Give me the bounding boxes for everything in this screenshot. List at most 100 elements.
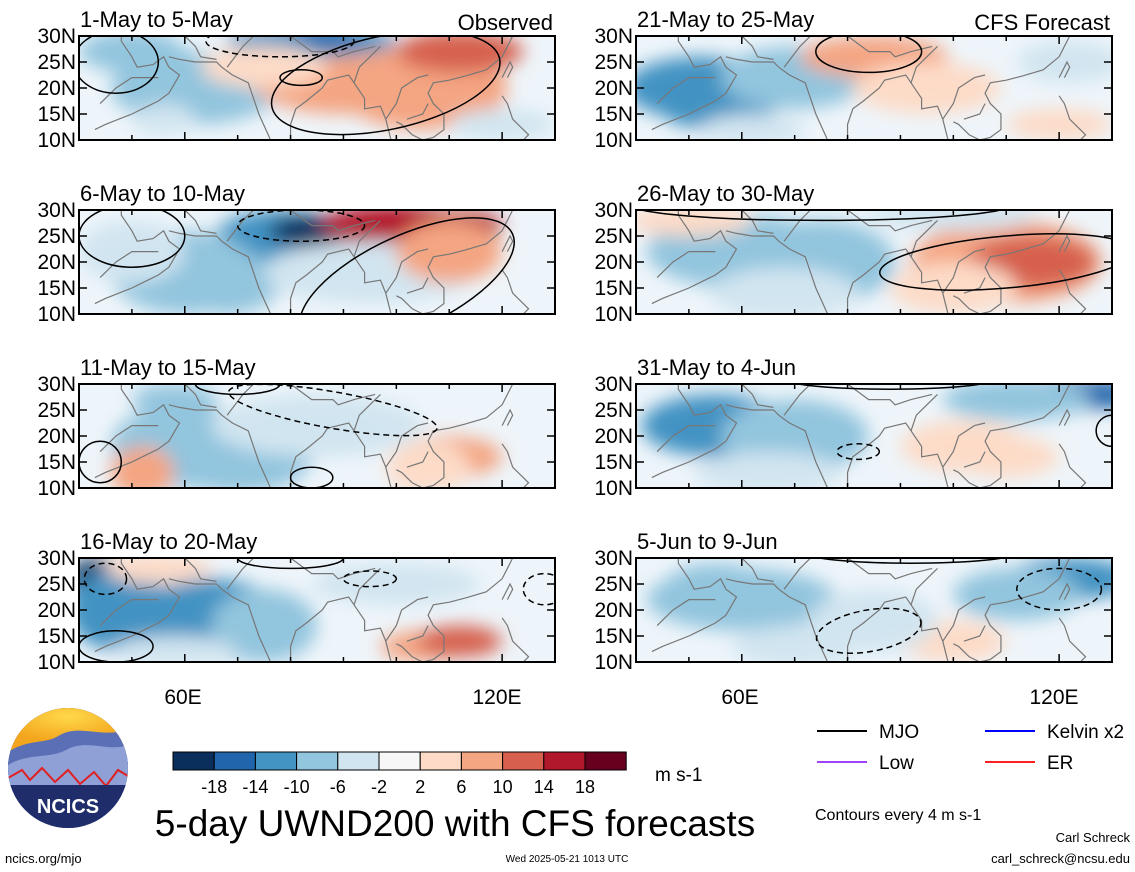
contour-line (205, 36, 355, 58)
lat-tick-label: 15N (594, 277, 633, 300)
field-anomaly (852, 62, 1001, 114)
chart-title: 5-day UWND200 with CFS forecasts (155, 803, 755, 844)
colorbar-swatch (172, 751, 215, 771)
field-anomaly (110, 446, 175, 488)
lat-tick-label: 30N (37, 373, 76, 396)
field-anomaly (953, 568, 1081, 621)
contour-line (79, 440, 123, 484)
contour-line (79, 210, 186, 268)
panel-title: 31-May to 4-Jun (637, 355, 796, 380)
contour-line (815, 607, 922, 654)
axis-ticks (636, 383, 1112, 489)
site-link[interactable]: ncics.org/mjo (5, 851, 82, 866)
contour-line (79, 630, 154, 662)
colorbar-swatch (378, 751, 421, 771)
colorbar-tick-label: -18 (201, 777, 227, 797)
field-anomaly (174, 251, 280, 314)
contour-line (794, 384, 986, 390)
field-anomaly (636, 210, 753, 236)
units-label: m s-1 (655, 765, 703, 786)
contour-line (298, 217, 515, 314)
panel-tag: CFS Forecast (974, 10, 1110, 35)
lat-tick-label: 15N (594, 103, 633, 126)
colorbar-swatch (213, 751, 256, 771)
field-anomaly (396, 220, 503, 283)
mjo-contours (815, 36, 923, 74)
colorbar-tick-label: -2 (371, 777, 387, 797)
panel-tag: Observed (458, 10, 553, 35)
colorbar-tick-label: -10 (284, 777, 310, 797)
colorbar-tick-label: 2 (415, 777, 425, 797)
coastlines (651, 384, 1087, 488)
colorbar-tick-label: 10 (493, 777, 513, 797)
field-anomaly (110, 636, 238, 662)
lat-tick-label: 15N (594, 625, 633, 648)
colorbar-swatch (502, 751, 545, 771)
lat-tick-label: 10N (594, 477, 633, 500)
field-anomaly (131, 384, 217, 416)
field-anomaly (953, 436, 1060, 478)
field-anomaly (385, 441, 471, 488)
axis-ticks (79, 35, 555, 141)
ncics-logo: NCICS (8, 708, 128, 828)
field-anomaly (699, 114, 806, 140)
lat-tick-label: 20N (594, 77, 633, 100)
lat-tick-label: 25N (594, 399, 633, 422)
field-anomaly (449, 108, 555, 140)
panel-title: 1-May to 5-May (80, 7, 233, 32)
lat-tick-label: 20N (37, 425, 76, 448)
contour-line (638, 210, 1004, 222)
lat-tick-label: 25N (594, 225, 633, 248)
field-anomaly (396, 36, 524, 73)
lat-tick-label: 30N (594, 25, 633, 48)
axis-ticks (636, 209, 1112, 315)
lat-tick-label: 15N (37, 103, 76, 126)
panel-title: 26-May to 30-May (637, 181, 814, 206)
lat-tick-label: 15N (37, 625, 76, 648)
field-anomaly (662, 563, 769, 616)
lat-tick-label: 15N (37, 451, 76, 474)
field-anomaly (868, 210, 1038, 231)
lat-tick-label: 10N (594, 303, 633, 326)
field-anomaly (731, 625, 859, 662)
colorbar-tick-label: 18 (575, 777, 595, 797)
lat-tick-label: 10N (594, 651, 633, 674)
lat-tick-label: 15N (37, 277, 76, 300)
lat-tick-label: 10N (37, 651, 76, 674)
contour-line (289, 466, 334, 488)
panel-title: 16-May to 20-May (80, 529, 257, 554)
lat-tick-label: 30N (37, 25, 76, 48)
panel-title: 5-Jun to 9-Jun (637, 529, 778, 554)
axis-ticks (79, 383, 555, 489)
timestamp: Wed 2025-05-21 1013 UTC (506, 854, 629, 865)
legend-label: Low (879, 753, 914, 774)
lat-tick-label: 15N (594, 451, 633, 474)
contour-line (815, 558, 1007, 564)
lat-tick-label: 30N (594, 547, 633, 570)
field-anomaly (131, 103, 196, 135)
axis-ticks (636, 557, 1112, 663)
contour-line (270, 36, 501, 136)
author-email[interactable]: carl_schreck@ncsu.edu (991, 851, 1130, 866)
colorbar-tick-label: 14 (534, 777, 554, 797)
axis-ticks (79, 209, 555, 315)
colorbar-tick-label: -14 (242, 777, 268, 797)
lat-tick-label: 10N (37, 477, 76, 500)
lat-tick-label: 20N (37, 77, 76, 100)
field-anomaly (710, 267, 859, 314)
colorbar-swatch (296, 751, 339, 771)
colorbar-swatch (543, 751, 586, 771)
axis-ticks (636, 35, 1112, 141)
contour-line (236, 558, 345, 570)
lat-tick-label: 25N (37, 399, 76, 422)
contour-line (342, 570, 398, 588)
field-anomaly (417, 625, 503, 657)
lon-label-60e-left: 60E (164, 686, 201, 709)
contour-line (815, 36, 923, 74)
